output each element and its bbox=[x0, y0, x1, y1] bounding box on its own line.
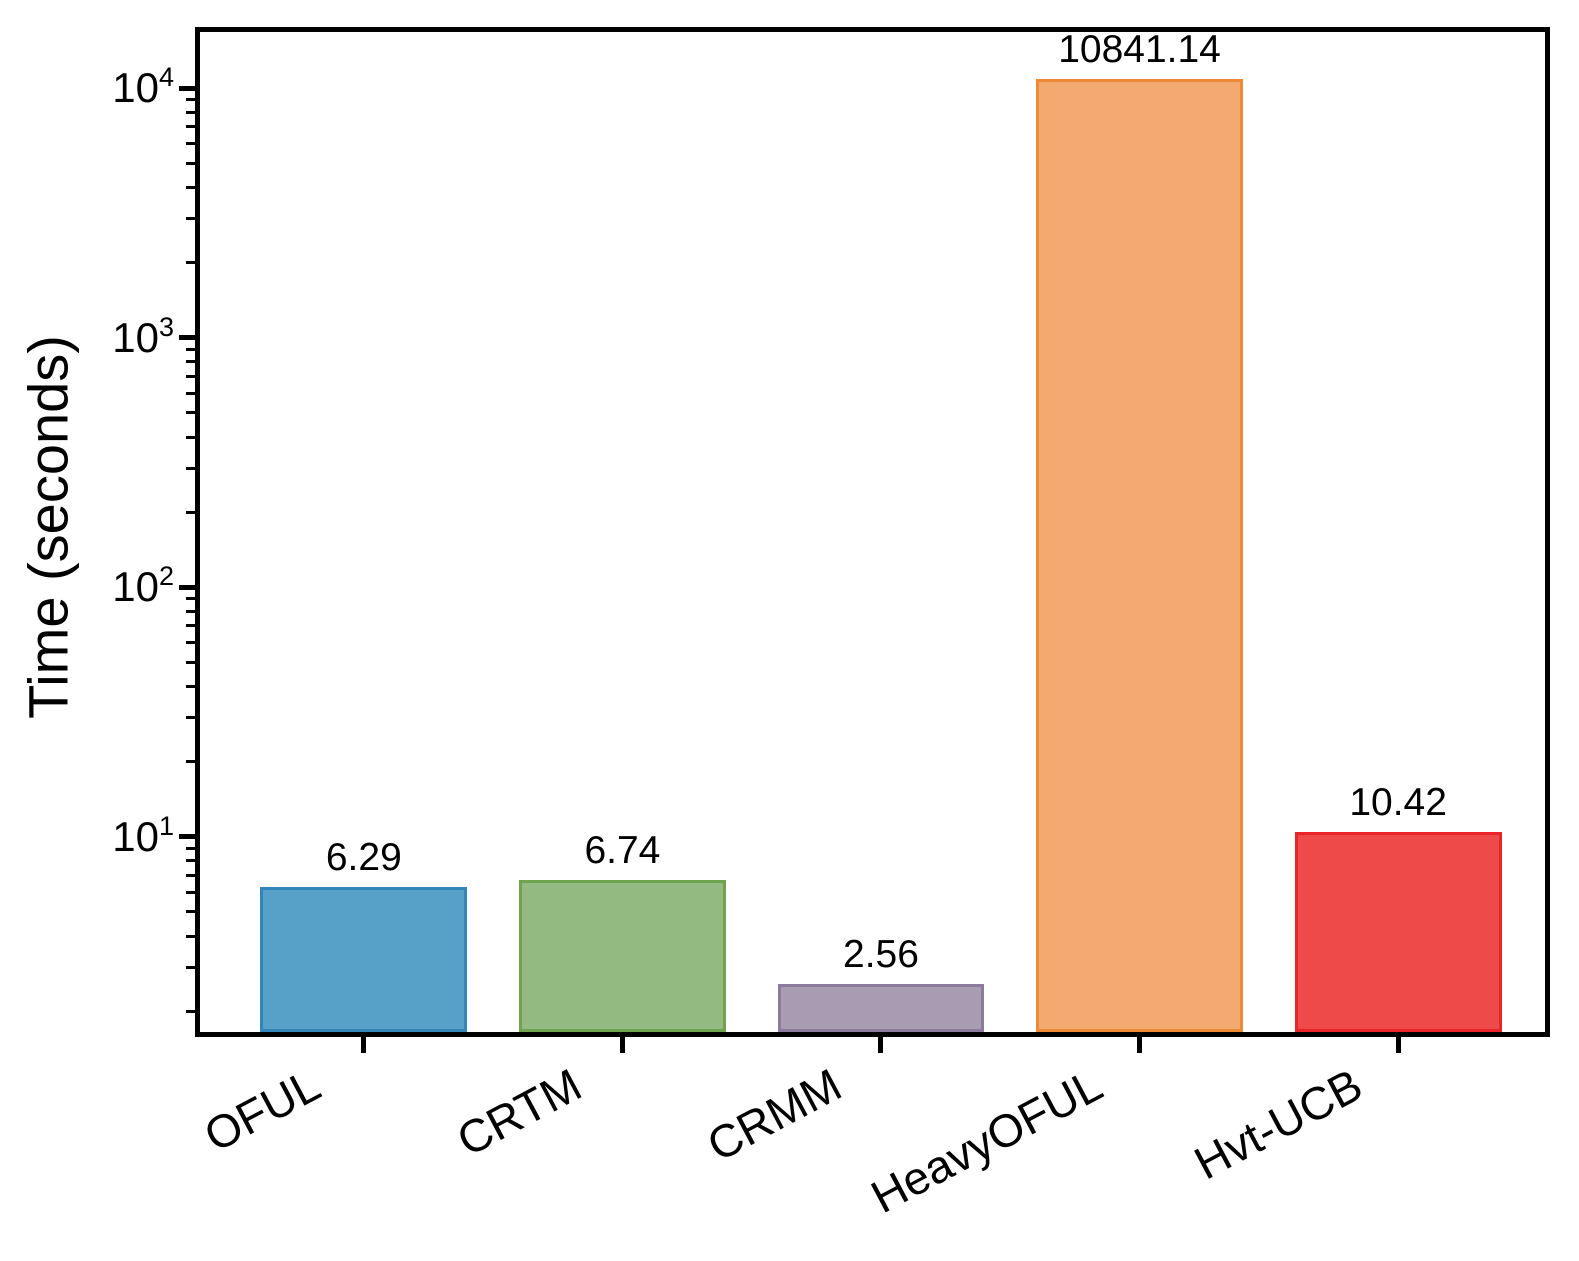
y-minor-tick bbox=[186, 186, 195, 189]
y-minor-tick bbox=[186, 391, 195, 395]
y-minor-tick bbox=[186, 685, 195, 689]
bar-value-label: 6.74 bbox=[584, 828, 661, 872]
x-major-tick bbox=[619, 1037, 625, 1053]
y-minor-tick bbox=[186, 347, 195, 351]
y-minor-tick bbox=[186, 859, 195, 863]
y-minor-tick bbox=[186, 624, 195, 628]
y-minor-tick bbox=[186, 217, 195, 221]
y-minor-tick bbox=[186, 142, 195, 146]
bar-heavyoful bbox=[1036, 79, 1243, 1032]
x-major-tick bbox=[878, 1037, 884, 1053]
y-axis-label: Time (seconds) bbox=[16, 335, 80, 719]
bar-crmm bbox=[777, 984, 985, 1032]
bar-value-label: 2.56 bbox=[843, 933, 919, 977]
y-major-tick bbox=[179, 85, 195, 91]
y-minor-tick bbox=[186, 641, 195, 645]
y-minor-tick bbox=[186, 873, 195, 877]
y-minor-tick bbox=[186, 934, 195, 938]
y-minor-tick bbox=[186, 510, 195, 514]
y-tick-label: 104 bbox=[112, 62, 174, 112]
y-minor-tick bbox=[186, 374, 195, 378]
bar-value-label: 6.29 bbox=[325, 836, 402, 879]
y-minor-tick bbox=[186, 890, 195, 894]
y-minor-tick bbox=[186, 360, 195, 364]
x-major-tick bbox=[361, 1037, 367, 1053]
bar-value-label: 10.42 bbox=[1349, 781, 1447, 825]
y-minor-tick bbox=[186, 910, 195, 914]
y-minor-tick bbox=[186, 716, 195, 720]
y-minor-tick bbox=[186, 597, 195, 601]
y-minor-tick bbox=[186, 125, 195, 129]
bar-crtm bbox=[518, 879, 726, 1032]
y-major-tick bbox=[179, 834, 195, 840]
y-major-tick bbox=[179, 335, 195, 341]
y-minor-tick bbox=[186, 660, 195, 664]
bar-oful bbox=[260, 887, 468, 1032]
y-minor-tick bbox=[186, 411, 195, 415]
x-major-tick bbox=[1137, 1037, 1143, 1053]
y-minor-tick bbox=[186, 466, 195, 470]
y-minor-tick bbox=[186, 435, 195, 439]
y-minor-tick bbox=[186, 846, 195, 850]
x-axis-labels: OFUL CRTM CRMM HeavyOFUL Hvt-UCB bbox=[195, 1042, 1550, 1252]
bar-value-label: 10841.14 bbox=[1058, 28, 1221, 72]
y-minor-tick bbox=[186, 261, 195, 265]
y-tick-label: 103 bbox=[112, 311, 174, 361]
y-major-tick bbox=[179, 584, 195, 590]
y-minor-tick bbox=[186, 609, 195, 613]
y-tick-label: 101 bbox=[112, 810, 174, 860]
y-minor-tick bbox=[186, 760, 195, 764]
x-major-tick bbox=[1395, 1037, 1401, 1053]
y-minor-tick bbox=[186, 110, 195, 114]
bar-hvt-ucb bbox=[1294, 832, 1502, 1032]
y-tick-label: 102 bbox=[112, 561, 174, 611]
plot-area: 104 103 102 101 6.29 6.74 2.56 10841.14 10.42 bbox=[112, 27, 1550, 1053]
y-minor-tick bbox=[186, 965, 195, 969]
y-minor-tick bbox=[186, 98, 195, 102]
y-minor-tick bbox=[186, 161, 195, 165]
y-minor-tick bbox=[186, 1009, 195, 1013]
